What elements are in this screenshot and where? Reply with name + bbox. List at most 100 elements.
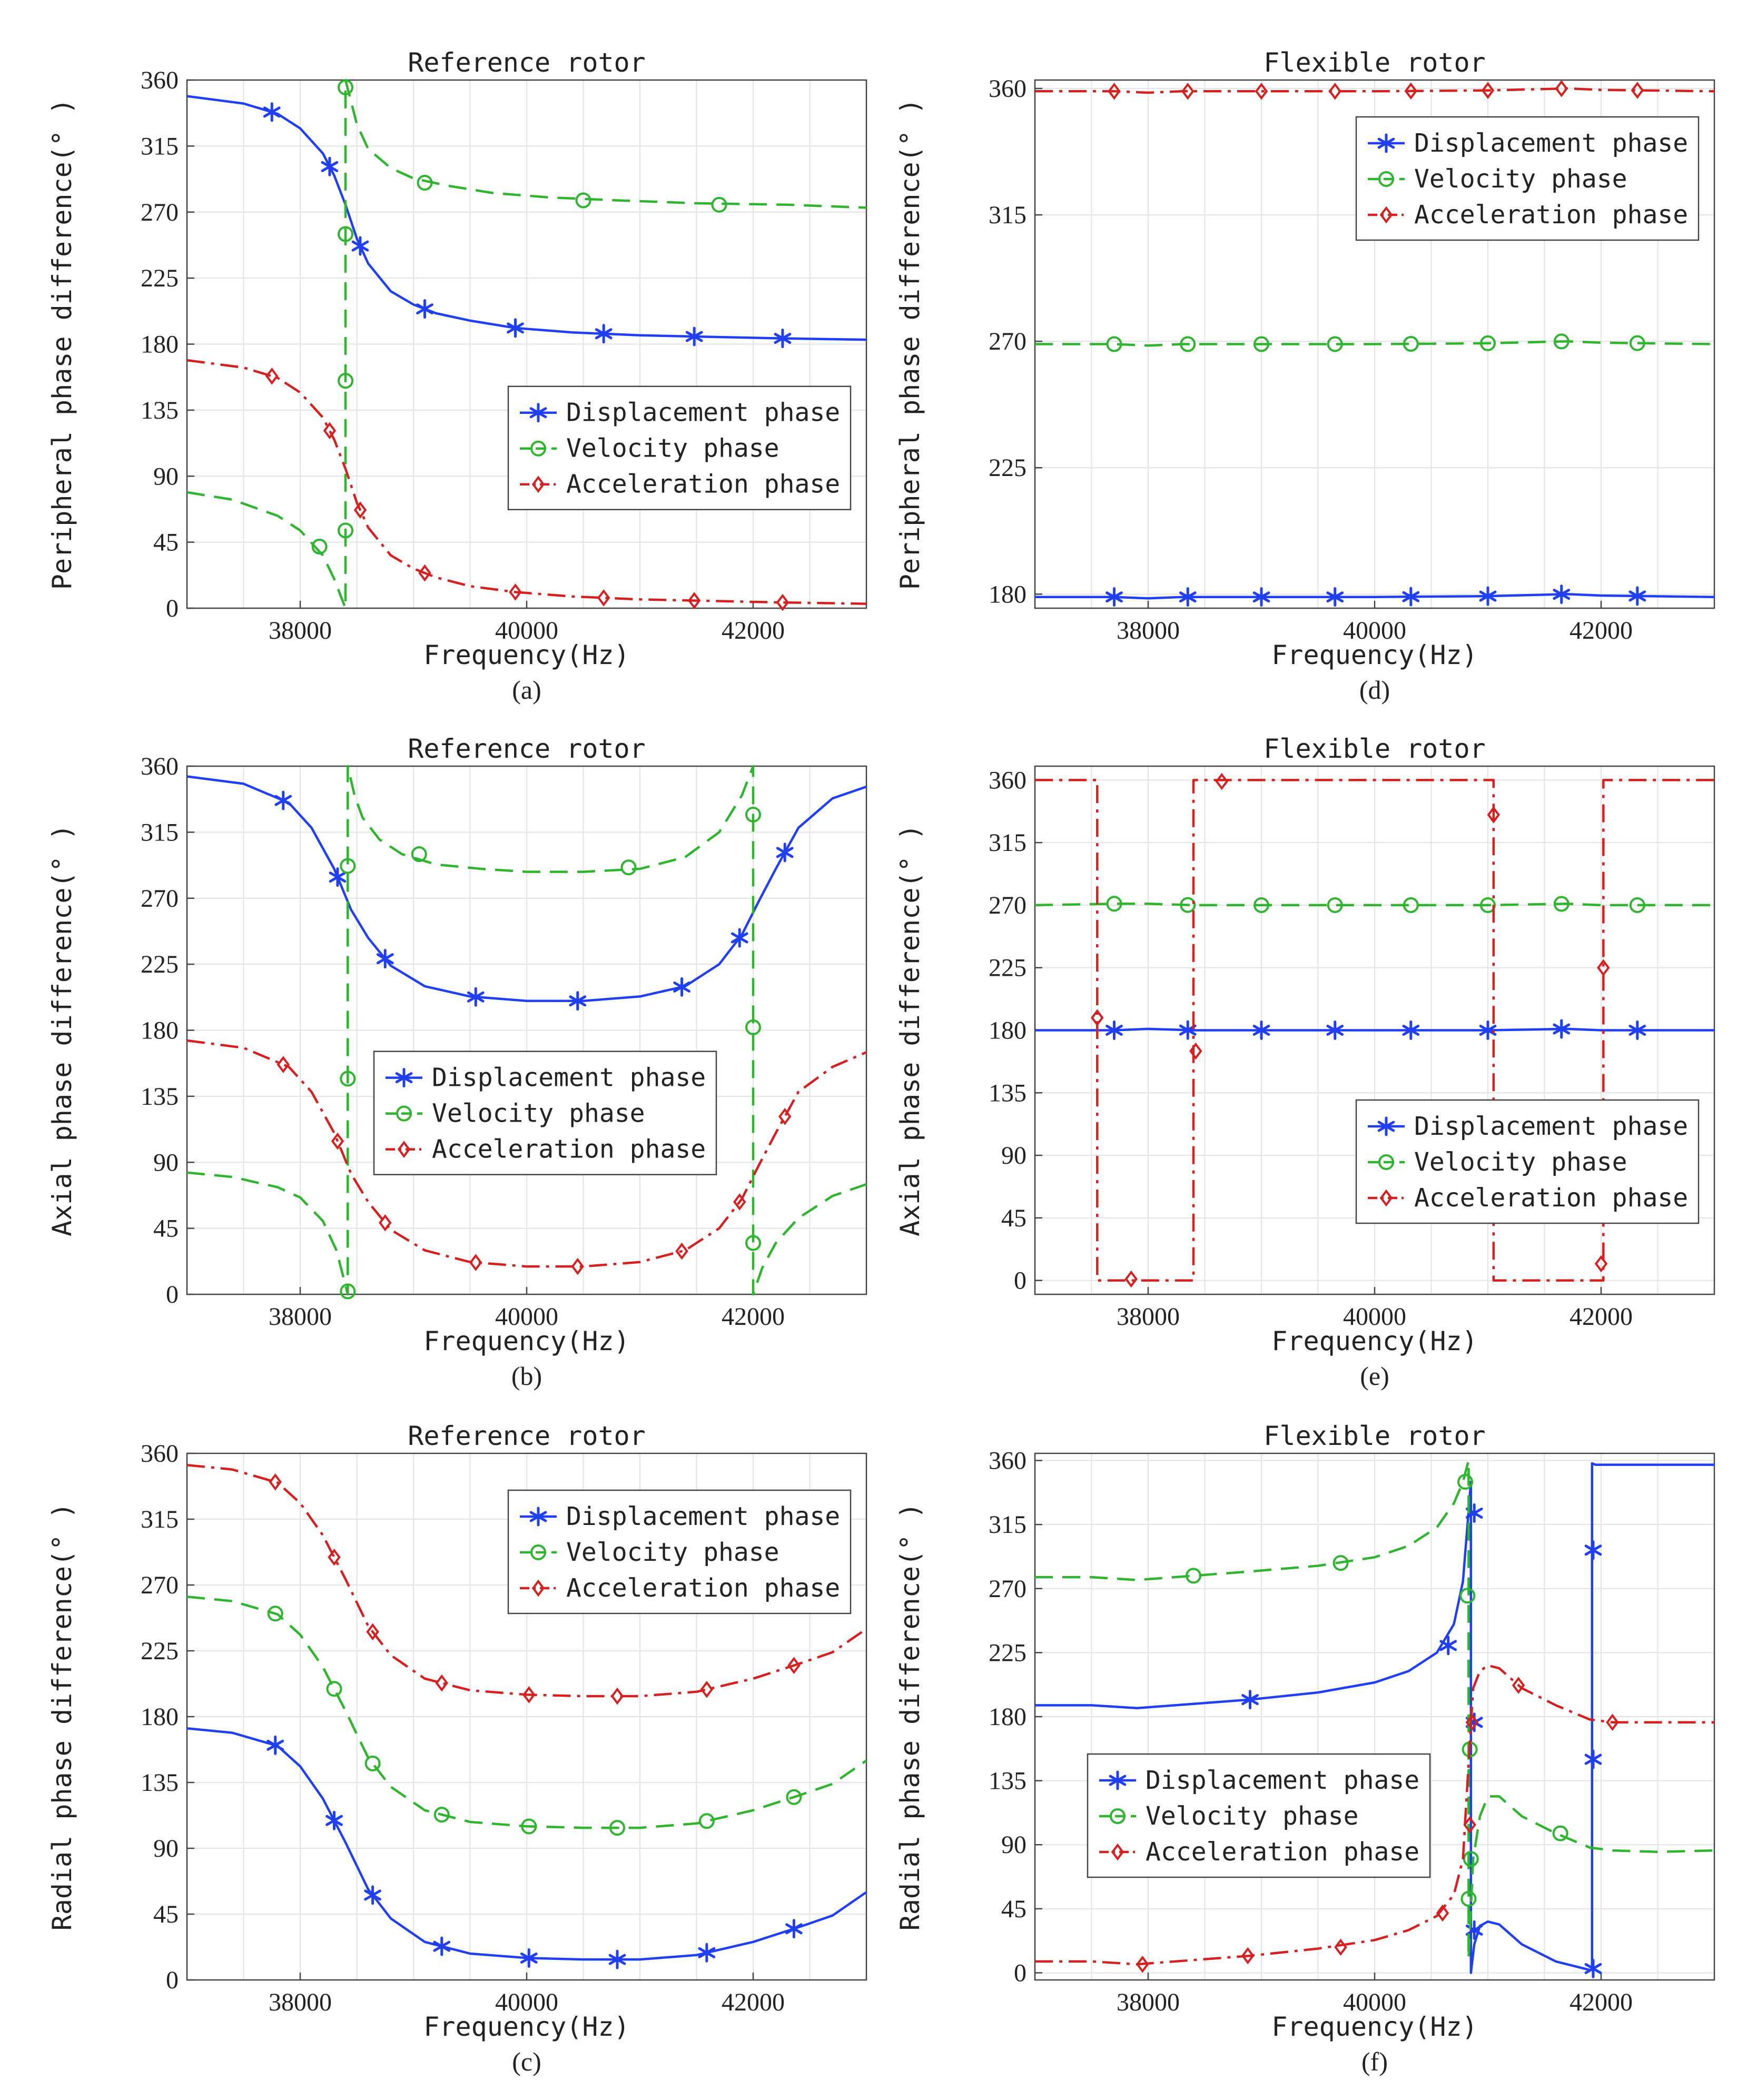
x-axis-label: Frequency(Hz) (1271, 640, 1477, 670)
data-point-acceleration (776, 593, 789, 611)
x-tick-label: 42000 (722, 1303, 785, 1331)
data-point-velocity (326, 1681, 342, 1697)
y-axis-label: Radial phase difference(° ) (895, 1503, 925, 1931)
legend: Displacement phase Velocity phase Accelera… (507, 1489, 852, 1614)
data-point-velocity (1332, 1555, 1349, 1571)
y-tick-label: 270 (989, 891, 1026, 919)
legend: Displacement phase Velocity phase Accelera… (507, 385, 852, 510)
data-point-velocity (745, 1019, 761, 1035)
x-axis-label: Frequency(Hz) (423, 2012, 629, 2042)
y-tick-label: 315 (989, 1511, 1026, 1539)
y-tick-label: 180 (989, 1703, 1026, 1731)
legend-label-displacement: Displacement phase (432, 1063, 706, 1093)
panel-label: (f) (1361, 2047, 1388, 2076)
legend-marker-displacement (529, 403, 547, 423)
data-point-displacement (266, 1735, 284, 1755)
data-point-acceleration (610, 1687, 624, 1705)
data-point-displacement (1439, 1636, 1457, 1656)
data-point-displacement (1584, 1540, 1602, 1560)
data-point-velocity (1552, 1825, 1568, 1841)
chart-title: Flexible rotor (1264, 1421, 1485, 1451)
series-displacement (186, 95, 867, 349)
legend-marker-acceleration (1379, 1189, 1393, 1207)
series-velocity (1035, 333, 1715, 352)
legend-label-displacement: Displacement phase (566, 398, 840, 428)
y-tick-label: 180 (989, 1017, 1026, 1045)
y-tick-label: 0 (1014, 1267, 1026, 1295)
legend-box (507, 1489, 852, 1614)
legend-marker-acceleration (531, 476, 545, 493)
legend-label-acceleration: Acceleration phase (432, 1135, 706, 1164)
data-point-acceleration (1606, 1713, 1619, 1731)
data-point-acceleration (469, 1254, 482, 1271)
series-line-displacement (186, 95, 867, 341)
data-point-acceleration (597, 589, 610, 607)
x-tick-label: 38000 (1117, 1988, 1180, 2016)
series-displacement (1035, 1019, 1714, 1040)
x-tick-label: 42000 (1570, 1988, 1633, 2016)
series-acceleration (186, 359, 867, 611)
legend-label-velocity: Velocity phase (566, 434, 779, 463)
legend-label-velocity: Velocity phase (1414, 164, 1627, 194)
y-tick-label: 225 (141, 264, 179, 292)
y-tick-label: 180 (141, 1017, 179, 1045)
y-tick-label: 45 (1001, 1204, 1026, 1232)
data-point-acceleration (700, 1680, 714, 1698)
data-point-acceleration (1189, 1042, 1202, 1060)
legend-box (507, 385, 852, 510)
data-point-displacement (1584, 1958, 1602, 1978)
legend-box (373, 1051, 717, 1175)
series-acceleration (1035, 772, 1714, 1288)
data-point-velocity (338, 79, 353, 95)
data-point-acceleration (366, 1623, 379, 1641)
data-point-acceleration (1594, 1255, 1608, 1273)
data-point-velocity (311, 538, 328, 554)
legend-marker-acceleration (1379, 206, 1393, 224)
legend-label-acceleration: Acceleration phase (566, 1573, 840, 1603)
data-point-acceleration (675, 1242, 688, 1260)
y-tick-label: 90 (1001, 1142, 1026, 1170)
data-point-acceleration (1436, 1904, 1449, 1922)
data-point-displacement (1105, 1021, 1123, 1040)
data-point-velocity (340, 1283, 356, 1300)
data-point-acceleration (778, 1107, 792, 1125)
y-axis-label: Peripheral phase difference(° ) (47, 98, 77, 590)
chart-panel-c: 38000 40000 42000 0 45 90 135 180 225 270 315 360 Re… (47, 1421, 867, 2076)
y-tick-label: 315 (989, 829, 1026, 857)
data-point-displacement (785, 1919, 803, 1939)
chart-title: Flexible rotor (1264, 47, 1485, 78)
data-point-displacement (776, 843, 794, 863)
data-point-displacement (1252, 587, 1270, 607)
legend-box (1355, 116, 1700, 241)
data-point-velocity (417, 175, 433, 191)
data-point-velocity (609, 1820, 625, 1836)
legend-marker-displacement (1377, 133, 1395, 153)
series-line-displacement (1035, 1027, 1714, 1032)
data-point-acceleration (1091, 1009, 1104, 1027)
data-point-velocity (1460, 1890, 1477, 1907)
data-point-acceleration (509, 583, 522, 601)
data-point-velocity (1106, 336, 1122, 352)
legend-marker-acceleration (397, 1141, 411, 1158)
y-tick-label: 315 (141, 132, 179, 160)
series-line-displacement (186, 1727, 867, 1961)
x-tick-label: 42000 (1570, 1303, 1633, 1331)
x-tick-label: 40000 (1343, 1303, 1406, 1331)
legend-box (1355, 1099, 1700, 1224)
x-axis-label: Frequency(Hz) (423, 640, 629, 670)
data-point-velocity (338, 373, 353, 389)
y-tick-label: 360 (989, 75, 1026, 103)
data-point-velocity (1457, 1474, 1473, 1490)
panel-label: (a) (512, 675, 541, 705)
legend-marker-velocity (396, 1105, 412, 1122)
x-tick-label: 40000 (495, 617, 558, 645)
legend-label-velocity: Velocity phase (432, 1099, 645, 1128)
data-point-acceleration (1404, 82, 1418, 100)
data-point-velocity (1186, 1568, 1201, 1584)
legend-label-displacement: Displacement phase (566, 1502, 840, 1531)
y-tick-label: 360 (141, 752, 179, 780)
data-point-displacement (351, 236, 369, 256)
series-line-velocity (186, 765, 867, 1296)
data-point-acceleration (331, 1132, 344, 1150)
series-line-acceleration (1035, 779, 1714, 1282)
